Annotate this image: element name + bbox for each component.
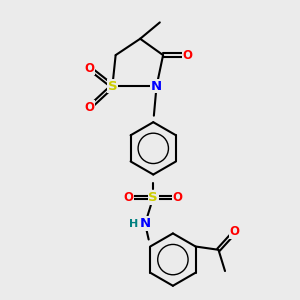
Text: O: O [124, 191, 134, 204]
Text: O: O [85, 101, 94, 114]
Text: N: N [140, 217, 151, 230]
Text: S: S [148, 191, 158, 204]
Text: O: O [85, 62, 94, 75]
Text: O: O [173, 191, 183, 204]
Text: O: O [183, 49, 193, 62]
Text: N: N [151, 80, 162, 93]
Text: H: H [129, 219, 138, 229]
Text: S: S [108, 80, 117, 93]
Text: O: O [230, 225, 240, 238]
